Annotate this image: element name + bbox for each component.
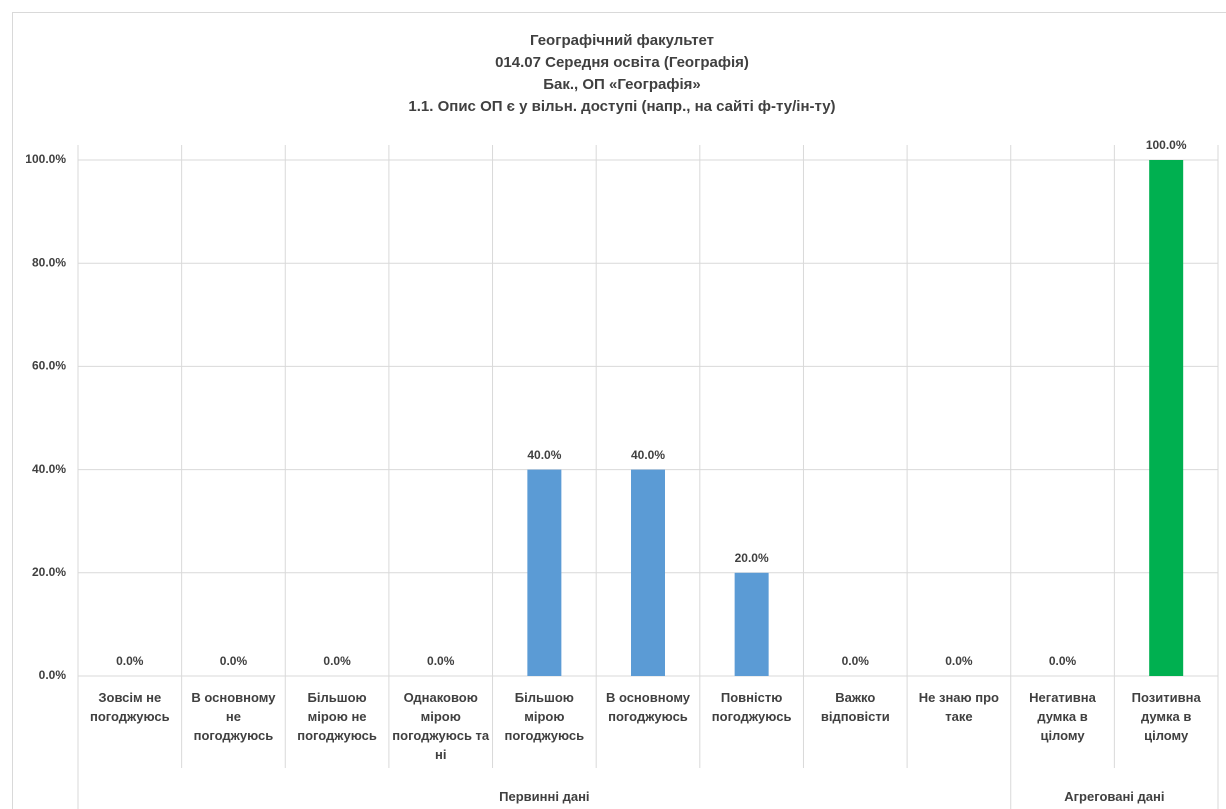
chart-title: 1.1. Опис ОП є у вільн. доступі (напр., … (408, 98, 835, 115)
chart-border (12, 12, 1226, 809)
y-tick-label: 0.0% (39, 668, 67, 682)
group-label: Агреговані дані (1064, 789, 1165, 804)
x-tick-label: Важко відповісти (820, 690, 890, 724)
chart-title: 014.07 Середня освіта (Географія) (495, 54, 749, 71)
data-label: 0.0% (323, 654, 351, 668)
x-tick-label: Негативна думка в цілому (1029, 690, 1096, 743)
x-tick-label: Більшою мірою не погоджуюсь (297, 690, 377, 743)
data-label: 0.0% (842, 654, 870, 668)
chart-title: Географічний факультет (530, 32, 714, 49)
bar (734, 572, 769, 676)
group-label: Первинні дані (499, 789, 590, 804)
y-tick-label: 100.0% (25, 152, 66, 166)
x-tick-label: Позитивна думка в цілому (1131, 690, 1201, 743)
data-label: 40.0% (527, 448, 561, 462)
data-label: 100.0% (1146, 138, 1187, 152)
data-label: 0.0% (427, 654, 455, 668)
x-tick-label: Однаковою мірою погоджуюсь та ні (392, 690, 490, 762)
y-tick-label: 20.0% (32, 565, 66, 579)
x-tick-label: Повністю погоджуюсь (711, 690, 792, 724)
data-label: 0.0% (116, 654, 144, 668)
y-tick-label: 40.0% (32, 462, 66, 476)
x-tick-label: Більшою мірою погоджуюсь (504, 690, 585, 743)
x-tick-label: Зовсім не погоджуюсь (89, 690, 170, 724)
bar (527, 469, 562, 676)
y-tick-label: 80.0% (32, 255, 66, 269)
data-label: 0.0% (1049, 654, 1077, 668)
x-tick-label: В основному погоджуюсь (605, 690, 691, 724)
x-tick-label: В основному не погоджуюсь (191, 690, 276, 743)
bar (631, 469, 665, 676)
data-label: 0.0% (945, 654, 973, 668)
chart-title: Бак., ОП «Географія» (543, 76, 700, 93)
x-tick-label: Не знаю про таке (918, 690, 999, 724)
data-label: 40.0% (631, 448, 665, 462)
y-tick-label: 60.0% (32, 359, 66, 373)
data-label: 20.0% (735, 551, 769, 565)
bar (1149, 160, 1184, 676)
data-label: 0.0% (220, 654, 248, 668)
